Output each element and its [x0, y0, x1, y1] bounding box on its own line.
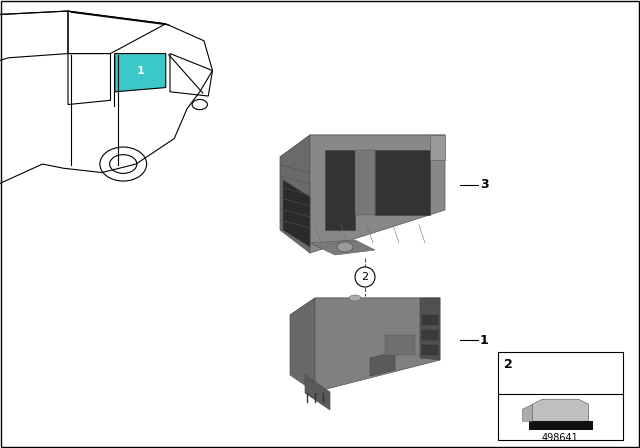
Polygon shape — [532, 399, 589, 421]
Polygon shape — [370, 352, 395, 376]
Polygon shape — [420, 298, 440, 360]
Polygon shape — [355, 150, 375, 215]
Circle shape — [355, 267, 375, 287]
Polygon shape — [385, 335, 415, 355]
Text: 3: 3 — [480, 178, 488, 191]
Text: 2: 2 — [362, 272, 369, 282]
Text: 498641: 498641 — [541, 433, 579, 443]
Bar — [529, 421, 593, 430]
Polygon shape — [305, 375, 330, 410]
Polygon shape — [290, 298, 440, 315]
Polygon shape — [422, 315, 438, 325]
Polygon shape — [290, 298, 315, 392]
Circle shape — [131, 61, 150, 80]
Polygon shape — [325, 150, 355, 230]
Polygon shape — [115, 54, 166, 92]
Polygon shape — [310, 135, 445, 253]
Polygon shape — [522, 404, 532, 421]
Ellipse shape — [337, 242, 353, 252]
Polygon shape — [422, 330, 438, 340]
Polygon shape — [280, 135, 445, 157]
Polygon shape — [310, 240, 375, 255]
Bar — [498, 352, 623, 440]
Polygon shape — [315, 298, 440, 392]
Polygon shape — [422, 345, 438, 355]
Polygon shape — [280, 135, 310, 253]
Polygon shape — [375, 150, 430, 215]
Polygon shape — [430, 135, 445, 160]
Text: 1: 1 — [136, 65, 144, 76]
Text: 2: 2 — [504, 358, 513, 371]
Polygon shape — [283, 180, 310, 247]
Text: 1: 1 — [480, 333, 489, 346]
Ellipse shape — [349, 295, 361, 301]
